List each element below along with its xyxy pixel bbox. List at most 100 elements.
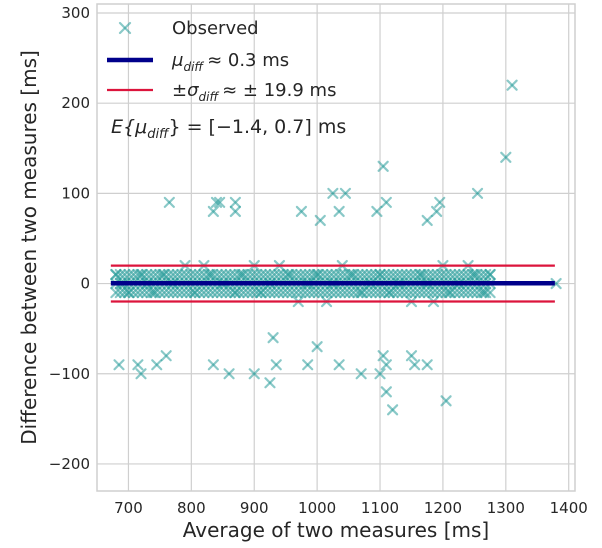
point-stroke bbox=[113, 359, 125, 371]
point-stroke bbox=[151, 359, 163, 371]
data-point bbox=[149, 286, 162, 299]
data-point bbox=[449, 286, 461, 299]
point-stroke bbox=[440, 286, 452, 299]
point-stroke bbox=[141, 268, 153, 281]
data-point bbox=[268, 286, 280, 299]
legend-marker-observed bbox=[118, 21, 132, 35]
data-point bbox=[211, 286, 223, 299]
point-stroke bbox=[167, 286, 179, 299]
data-point bbox=[352, 268, 364, 281]
point-stroke bbox=[264, 286, 276, 299]
point-stroke bbox=[210, 196, 223, 209]
data-point bbox=[145, 286, 157, 299]
point-stroke bbox=[207, 205, 219, 218]
point-stroke bbox=[273, 268, 285, 281]
point-stroke bbox=[471, 187, 484, 199]
point-stroke bbox=[246, 268, 258, 281]
data-point bbox=[396, 268, 408, 281]
point-stroke bbox=[281, 286, 294, 299]
point-stroke bbox=[427, 286, 439, 299]
data-point bbox=[303, 268, 316, 281]
data-point bbox=[251, 268, 263, 281]
point-stroke bbox=[176, 286, 188, 299]
data-point bbox=[189, 286, 201, 299]
data-point bbox=[198, 286, 210, 299]
point-stroke bbox=[119, 286, 131, 299]
point-stroke bbox=[396, 268, 408, 281]
legend-label-mean: μdiff ≈ 0.3 ms bbox=[171, 50, 289, 74]
data-point bbox=[436, 268, 448, 281]
data-point bbox=[110, 286, 122, 299]
point-stroke bbox=[281, 268, 294, 281]
data-point bbox=[163, 196, 175, 209]
point-stroke bbox=[259, 286, 272, 299]
point-stroke bbox=[163, 196, 175, 209]
legend-sd-symbol: ±σ bbox=[172, 80, 199, 101]
point-stroke bbox=[132, 359, 144, 371]
point-stroke bbox=[268, 268, 280, 281]
point-stroke bbox=[471, 268, 483, 281]
point-stroke bbox=[295, 268, 307, 281]
point-stroke bbox=[449, 268, 461, 281]
point-stroke bbox=[343, 286, 355, 299]
data-point bbox=[119, 268, 131, 281]
point-stroke bbox=[211, 286, 223, 299]
data-point bbox=[400, 286, 413, 299]
data-point bbox=[409, 286, 421, 299]
point-stroke bbox=[290, 286, 302, 299]
point-stroke bbox=[127, 286, 140, 299]
data-point bbox=[281, 268, 294, 281]
data-point bbox=[185, 268, 197, 281]
point-stroke bbox=[321, 268, 333, 281]
data-point bbox=[311, 341, 323, 353]
data-point bbox=[259, 286, 272, 299]
data-point bbox=[317, 286, 329, 299]
point-stroke bbox=[123, 286, 135, 299]
point-stroke bbox=[500, 151, 512, 163]
point-stroke bbox=[185, 286, 197, 299]
x-tick-label: 700 bbox=[114, 499, 143, 517]
data-point bbox=[267, 332, 279, 344]
data-point bbox=[431, 268, 443, 281]
x-tick-label: 900 bbox=[240, 499, 269, 517]
point-stroke bbox=[365, 268, 377, 281]
point-stroke bbox=[242, 268, 254, 281]
data-point bbox=[378, 286, 391, 299]
y-tick-label: 200 bbox=[61, 94, 90, 112]
point-stroke bbox=[180, 268, 192, 281]
point-stroke bbox=[237, 286, 250, 299]
point-stroke bbox=[264, 268, 276, 281]
point-stroke bbox=[193, 268, 206, 281]
x-tick-label: 1100 bbox=[361, 499, 399, 517]
point-stroke bbox=[356, 286, 369, 299]
data-point bbox=[471, 286, 483, 299]
point-stroke bbox=[422, 268, 435, 281]
point-stroke bbox=[224, 286, 236, 299]
point-stroke bbox=[286, 286, 298, 299]
point-stroke bbox=[207, 359, 219, 371]
point-stroke bbox=[348, 268, 360, 281]
point-stroke bbox=[237, 268, 250, 281]
point-stroke bbox=[380, 359, 392, 371]
data-point bbox=[333, 359, 345, 371]
point-stroke bbox=[431, 205, 443, 218]
data-point bbox=[207, 359, 219, 371]
data-point bbox=[123, 286, 135, 299]
point-stroke bbox=[365, 286, 377, 299]
point-stroke bbox=[308, 286, 320, 299]
point-stroke bbox=[242, 286, 254, 299]
point-stroke bbox=[264, 377, 276, 389]
data-point bbox=[453, 286, 465, 299]
point-stroke bbox=[506, 79, 518, 91]
data-point bbox=[405, 350, 418, 362]
data-point bbox=[286, 268, 298, 281]
point-stroke bbox=[370, 268, 382, 281]
legend-mean-subscript: diff bbox=[183, 60, 204, 74]
plot-frame bbox=[96, 3, 576, 492]
point-stroke bbox=[277, 268, 289, 281]
data-point bbox=[380, 359, 392, 371]
legend-x-marker bbox=[118, 21, 132, 35]
data-point bbox=[211, 268, 223, 281]
point-stroke bbox=[223, 368, 235, 380]
